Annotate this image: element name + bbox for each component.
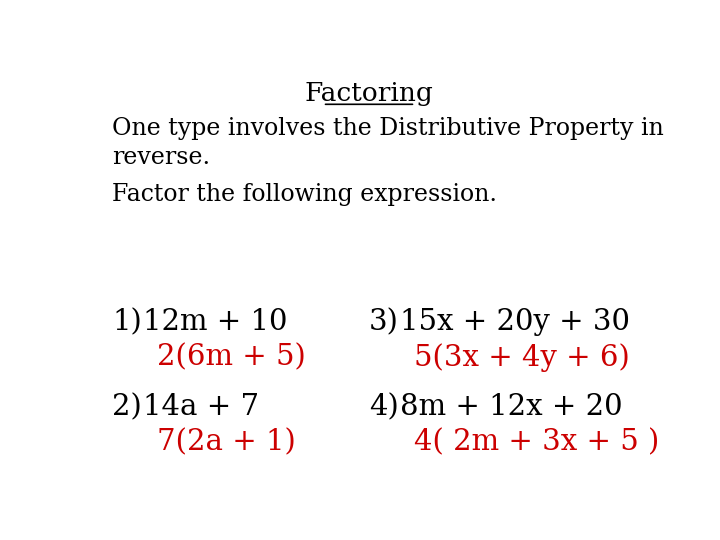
- Text: 12m + 10: 12m + 10: [143, 308, 287, 336]
- Text: Factoring: Factoring: [305, 82, 433, 106]
- Text: 8m + 12x + 20: 8m + 12x + 20: [400, 393, 622, 421]
- Text: reverse.: reverse.: [112, 146, 210, 169]
- Text: 3): 3): [369, 308, 399, 336]
- Text: 7(2a + 1): 7(2a + 1): [157, 429, 296, 457]
- Text: 2): 2): [112, 393, 142, 421]
- Text: 15x + 20y + 30: 15x + 20y + 30: [400, 308, 630, 336]
- Text: Factor the following expression.: Factor the following expression.: [112, 183, 498, 206]
- Text: 4( 2m + 3x + 5 ): 4( 2m + 3x + 5 ): [414, 429, 659, 457]
- Text: 1): 1): [112, 308, 142, 336]
- Text: 4): 4): [369, 393, 399, 421]
- Text: 2(6m + 5): 2(6m + 5): [157, 343, 306, 372]
- Text: 5(3x + 4y + 6): 5(3x + 4y + 6): [414, 343, 629, 372]
- Text: 14a + 7: 14a + 7: [143, 393, 259, 421]
- Text: One type involves the Distributive Property in: One type involves the Distributive Prope…: [112, 117, 664, 140]
